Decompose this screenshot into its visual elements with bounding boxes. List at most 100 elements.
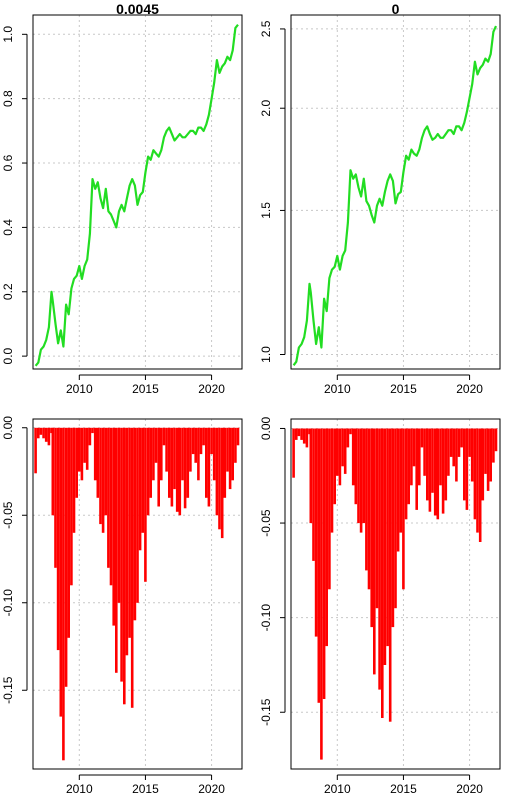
drawdown-a-x-tick-label-2015: 2015 — [132, 782, 159, 796]
drawdown-a-bar-40 — [138, 427, 142, 551]
drawdown-b-bar-26 — [359, 428, 363, 533]
drawdown-b-bar-24 — [354, 428, 358, 505]
drawdown-b-bar-41 — [399, 428, 403, 533]
equity-b-x-tick-label-2020: 2020 — [456, 382, 483, 396]
drawdown-b-bar-75 — [489, 428, 492, 482]
drawdown-a-bar-18 — [80, 427, 84, 481]
drawdown-b-y-tick-label-0.00: 0.00 — [259, 416, 273, 440]
drawdown-b-bar-40 — [396, 428, 400, 552]
drawdown-a-bar-70 — [218, 427, 221, 530]
drawdown-b-bar-18 — [338, 428, 342, 486]
drawdown-a-bar-49 — [162, 427, 166, 446]
drawdown-a-bar-9 — [56, 427, 60, 651]
equity-a-x-tick-label-2015: 2015 — [132, 382, 159, 396]
drawdown-a-bar-74 — [228, 427, 232, 490]
drawdown-b-bar-0 — [292, 428, 295, 478]
drawdown-a-bar-14 — [70, 427, 73, 586]
drawdown-b-y-tick-label--0.05: -0.05 — [259, 509, 273, 537]
drawdown-b-bar-43 — [404, 428, 408, 520]
drawdown-a-bar-65 — [205, 427, 208, 498]
equity-a-x-tick-label-2020: 2020 — [198, 382, 225, 396]
drawdown-b-bar-48 — [418, 428, 421, 486]
drawdown-a-bar-20 — [85, 427, 89, 470]
drawdown-b-bar-53 — [431, 428, 434, 493]
drawdown-a-x-tick-label-2020: 2020 — [198, 782, 225, 796]
drawdown-b-bar-27 — [362, 428, 366, 524]
drawdown-a-bar-66 — [207, 427, 211, 507]
drawdown-a-bar-35 — [125, 427, 129, 656]
equity-a-x-tick-label-2010: 2010 — [66, 382, 93, 396]
drawdown-b-bar-34 — [381, 428, 384, 718]
equity-a-y-tick-label-0.2: 0.2 — [1, 283, 15, 300]
drawdown-a-bar-0 — [34, 427, 37, 474]
drawdown-b-bar-17 — [336, 428, 339, 476]
drawdown-a-bar-75 — [231, 427, 234, 481]
drawdown-b-bar-72 — [481, 428, 485, 501]
drawdown-b-bar-57 — [441, 428, 445, 514]
drawdown-b-bar-15 — [330, 428, 334, 533]
drawdown-b-bar-44 — [407, 428, 410, 505]
drawdown-a-bar-24 — [96, 427, 100, 498]
drawdown-a-bar-51 — [168, 427, 171, 498]
drawdown-a-bar-21 — [88, 427, 92, 446]
equity-a-y-tick-label-0.8: 0.8 — [1, 90, 15, 107]
drawdown-a-bar-17 — [78, 427, 81, 472]
drawdown-a-bar-43 — [146, 427, 150, 516]
drawdown-b-bar-5 — [305, 428, 309, 448]
drawdown-b-bar-14 — [328, 428, 331, 590]
drawdown-b-bar-62 — [455, 428, 458, 482]
equity-b-plot-box — [290, 14, 501, 370]
drawdown-a-bar-62 — [197, 427, 200, 481]
drawdown-a-bar-7 — [51, 427, 55, 516]
panel-equity-0.0045: 2010 2015 2020 0.0 0.2 0.4 0.6 0.8 1.0 0.0045 — [1, 1, 243, 396]
drawdown-a-bar-37 — [130, 427, 134, 708]
equity-a-title: 0.0045 — [116, 1, 159, 17]
drawdown-b-bar-74 — [486, 428, 490, 491]
drawdown-a-bar-4 — [44, 427, 48, 442]
equity-a-y-tick-label-1.0: 1.0 — [1, 26, 15, 43]
drawdown-b-bar-71 — [478, 428, 482, 542]
equity-a-y-tick-label-0.6: 0.6 — [1, 154, 15, 171]
equity-a-plot-box — [32, 14, 243, 370]
drawdown-a-bar-36 — [128, 427, 131, 638]
drawdown-b-bar-46 — [412, 428, 416, 467]
drawdown-a-bar-76 — [234, 427, 237, 463]
drawdown-b-bar-45 — [410, 428, 413, 486]
drawdown-b-bar-59 — [447, 428, 450, 476]
drawdown-a-y-tick-label--0.05: -0.05 — [1, 501, 15, 529]
drawdown-b-bar-52 — [428, 428, 432, 512]
drawdown-b-bar-49 — [420, 428, 424, 448]
equity-b-title: 0 — [392, 1, 400, 17]
drawdown-a-bar-32 — [117, 427, 121, 603]
drawdown-b-bar-22 — [349, 428, 352, 435]
drawdown-a-bar-48 — [160, 427, 163, 481]
drawdown-b-bar-8 — [312, 428, 315, 561]
panel-drawdown-right: 2010 2015 2020 0.00 -0.05 -0.10 -0.15 — [259, 416, 501, 796]
drawdown-a-bar-16 — [75, 427, 78, 498]
equity-a-y-tick-label-0.0: 0.0 — [1, 347, 15, 364]
drawdown-a-bar-39 — [136, 427, 139, 603]
drawdown-b-bar-70 — [476, 428, 479, 533]
drawdown-b-bar-67 — [468, 428, 471, 457]
drawdown-b-bar-12 — [322, 428, 326, 699]
drawdown-b-bar-30 — [370, 428, 373, 628]
drawdown-b-bar-68 — [470, 428, 474, 482]
drawdown-b-bar-29 — [367, 428, 371, 590]
drawdown-a-bar-34 — [123, 427, 126, 705]
equity-b-y-tick-label-2.5: 2.5 — [259, 20, 273, 37]
drawdown-a-bar-1 — [37, 427, 40, 439]
drawdown-b-bar-21 — [346, 428, 350, 448]
drawdown-b-bar-2 — [297, 428, 301, 437]
drawdown-a-bar-59 — [189, 427, 192, 472]
drawdown-a-bar-19 — [83, 427, 86, 463]
drawdown-b-bar-50 — [423, 428, 426, 476]
drawdown-b-bar-32 — [375, 428, 379, 609]
drawdown-a-bar-13 — [67, 427, 70, 638]
drawdown-b-bar-61 — [452, 428, 455, 467]
drawdown-a-bar-50 — [165, 427, 168, 472]
drawdown-a-bar-29 — [109, 427, 113, 586]
drawdown-a-bar-71 — [220, 427, 224, 539]
drawdown-a-bar-41 — [141, 427, 145, 533]
equity-b-y-tick-label-1.5: 1.5 — [259, 202, 273, 219]
drawdown-b-bar-33 — [378, 428, 381, 690]
